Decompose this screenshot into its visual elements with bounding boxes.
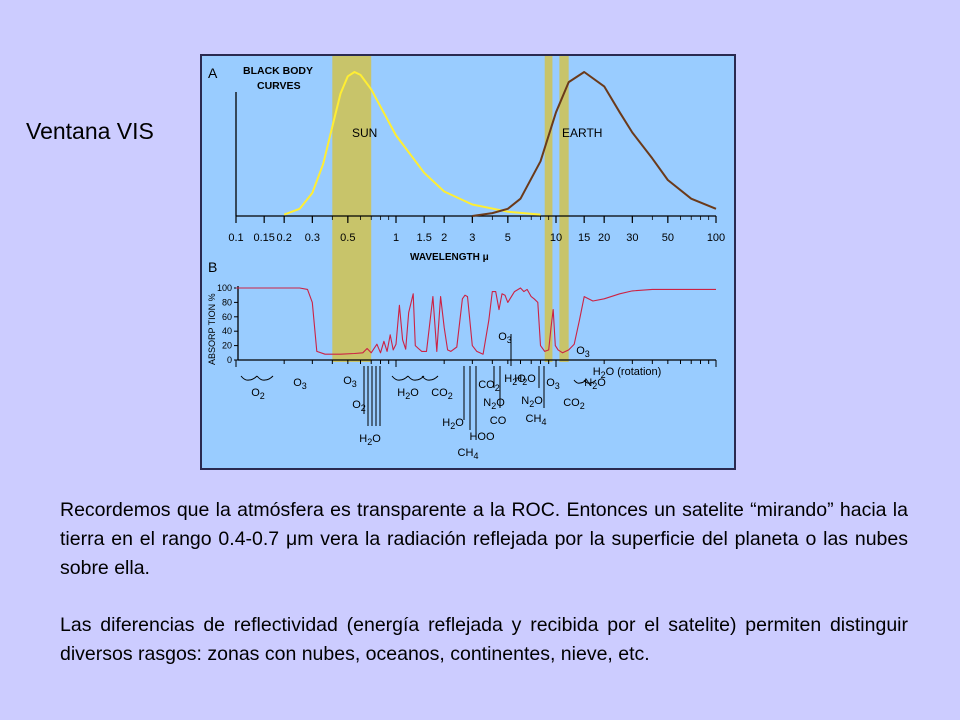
y-tick-label: 0 xyxy=(227,355,232,365)
molecule-label-h2o-e: H2O xyxy=(514,373,536,387)
x-tick-label: 50 xyxy=(662,232,674,244)
paragraph-transparency: Recordemos que la atmósfera es transpare… xyxy=(60,499,908,579)
x-tick-label: 0.3 xyxy=(305,232,320,244)
panel-b-y-ticks: 100 80 60 40 20 0 xyxy=(217,283,238,365)
molecule-leader-lines xyxy=(240,334,597,438)
molecule-label-co: CO xyxy=(490,415,507,427)
molecule-label-h2o-rot: H2O (rotation) xyxy=(593,366,662,380)
highlight-bands xyxy=(332,56,569,362)
molecule-label-h2o-c: H2O xyxy=(442,417,464,431)
panel-b-letter: B xyxy=(208,259,217,275)
molecule-label-hdo: HOO xyxy=(469,431,495,443)
absorption-curve xyxy=(236,287,716,355)
x-tick-label: 0.1 xyxy=(228,232,243,244)
earth-curve-label: EARTH xyxy=(562,126,602,140)
absorption-axis-title: ABSORP TION % xyxy=(207,293,217,365)
x-tick-label: 30 xyxy=(626,232,638,244)
sun-curve-label: SUN xyxy=(352,126,377,140)
o2-brace-2 xyxy=(256,375,274,381)
x-tick-label: 2 xyxy=(441,232,447,244)
molecule-label-n2o-b: N2O xyxy=(521,395,543,409)
window-band-1 xyxy=(332,56,372,362)
absorption-line xyxy=(236,287,716,355)
paragraph-reflectivity: Las diferencias de reflectividad (energí… xyxy=(60,614,908,665)
window-band-2 xyxy=(544,56,553,362)
x-tick-label: 15 xyxy=(578,232,590,244)
molecule-label-n2o-a: N2O xyxy=(483,397,505,411)
x-tick-label: 10 xyxy=(550,232,562,244)
y-tick-label: 40 xyxy=(222,326,232,336)
molecule-label-h2o-b: H2O xyxy=(359,433,381,447)
figure-frame xyxy=(200,54,736,470)
x-tick-label: 100 xyxy=(707,232,725,244)
molecule-label-o3-e: O3 xyxy=(576,345,590,359)
molecule-label-h2o-a: H2O xyxy=(397,387,419,401)
x-tick-label: 20 xyxy=(598,232,610,244)
molecule-label-o2-a: O2 xyxy=(251,387,265,401)
panel-b-x-ticks xyxy=(235,360,717,367)
molecule-label-ch4-b: CH4 xyxy=(526,413,547,427)
earth-curve xyxy=(472,71,717,217)
x-axis-title: WAVELENGTH μ xyxy=(410,252,489,263)
co2-brace-1 xyxy=(573,379,587,384)
y-tick-label: 100 xyxy=(217,283,232,293)
x-tick-label: 1 xyxy=(393,232,399,244)
x-tick-label: 1.5 xyxy=(417,232,432,244)
h2o-brace-3 xyxy=(421,375,439,381)
panel-a-letter: A xyxy=(208,65,218,81)
h2o-brace-1 xyxy=(391,375,409,381)
x-tick-label: 0.5 xyxy=(340,232,355,244)
sun-curve xyxy=(283,71,541,216)
molecule-label-o3-c: O3 xyxy=(498,331,512,345)
blackbody-absorption-figure: A BLACK BODY CURVES SUN EARTH 0.1 0.15 0.2… xyxy=(200,54,736,470)
molecule-label-o2-b: O2 xyxy=(352,399,366,413)
x-tick-label: 5 xyxy=(505,232,511,244)
y-tick-label: 20 xyxy=(222,341,232,351)
co2-brace-2 xyxy=(583,379,597,384)
molecule-label-co2-a: CO2 xyxy=(431,387,453,401)
x-tick-label: 0.2 xyxy=(277,232,292,244)
window-band-3 xyxy=(559,56,569,362)
y-tick-label: 60 xyxy=(222,312,232,322)
panel-a-heading-line1: BLACK BODY xyxy=(243,65,313,77)
panel-a-heading-line2: CURVES xyxy=(257,80,301,92)
molecule-label-co2-b: CO2 xyxy=(478,379,500,393)
y-tick-label: 80 xyxy=(222,297,232,307)
x-tick-label: 0.15 xyxy=(253,232,274,244)
blackbody-curves xyxy=(283,71,717,217)
molecule-label-h2o-d: H2O xyxy=(504,373,526,387)
h2o-brace-2 xyxy=(407,375,425,381)
molecule-label-o3-d: O3 xyxy=(546,377,560,391)
o2-brace-1 xyxy=(240,375,258,381)
molecule-label-co2-c: CO2 xyxy=(563,397,585,411)
panel-a-tick-marks xyxy=(235,216,717,223)
panel-a-tick-labels: 0.1 0.15 0.2 0.3 0.5 1 1.5 2 3 5 10 15 20 30 50 100 xyxy=(228,232,725,244)
molecule-label-o3-b: O3 xyxy=(343,375,357,389)
x-tick-label: 3 xyxy=(469,232,475,244)
molecule-label-ch4-a: CH4 xyxy=(458,447,479,461)
molecule-label-n2o-c: N2O xyxy=(584,377,606,391)
molecule-label-o3-a: O3 xyxy=(293,377,307,391)
slide-title: Ventana VIS xyxy=(26,118,154,144)
